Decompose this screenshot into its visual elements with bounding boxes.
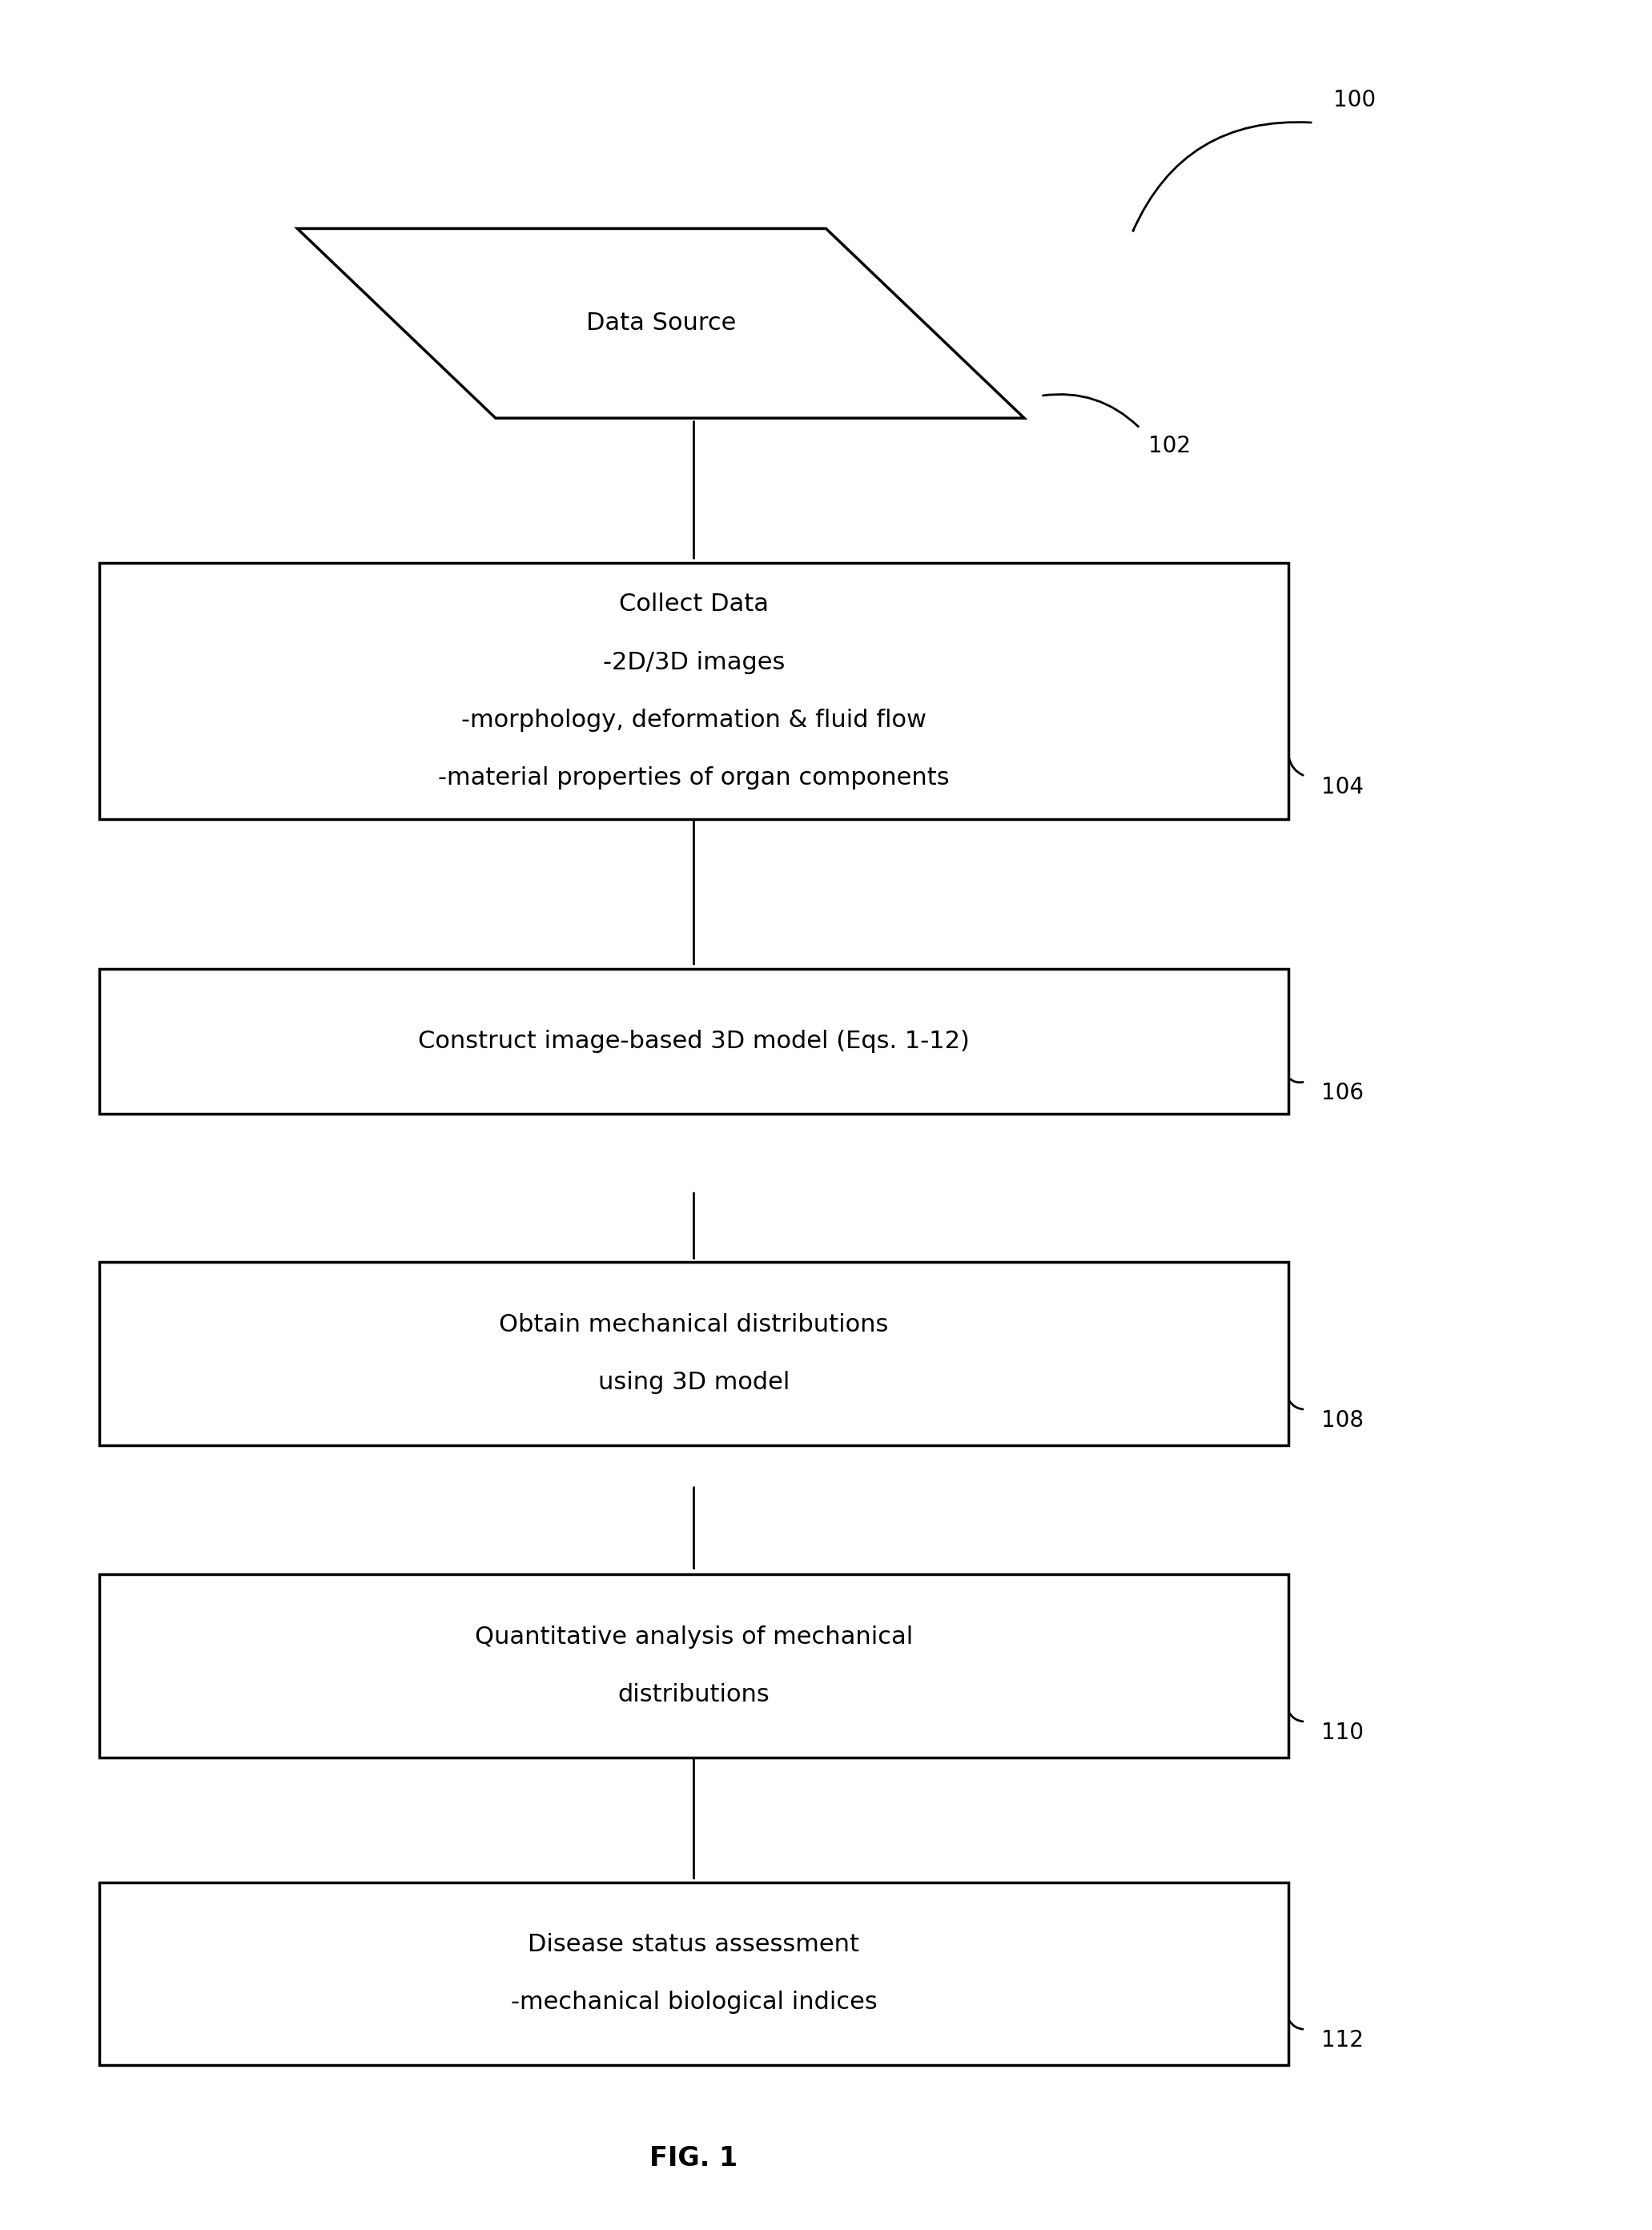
Text: -2D/3D images: -2D/3D images — [603, 651, 785, 673]
Text: -morphology, deformation & fluid flow: -morphology, deformation & fluid flow — [461, 709, 927, 731]
Text: Data Source: Data Source — [586, 312, 735, 334]
Text: 106: 106 — [1322, 1082, 1365, 1104]
FancyBboxPatch shape — [99, 1882, 1289, 2065]
Text: 104: 104 — [1322, 776, 1365, 798]
Text: Collect Data: Collect Data — [620, 593, 768, 615]
Text: 112: 112 — [1322, 2029, 1365, 2052]
Text: Quantitative analysis of mechanical: Quantitative analysis of mechanical — [474, 1626, 914, 1648]
Text: using 3D model: using 3D model — [598, 1371, 790, 1394]
Text: 100: 100 — [1333, 89, 1376, 112]
FancyBboxPatch shape — [99, 1262, 1289, 1445]
Polygon shape — [297, 230, 1024, 419]
Text: -material properties of organ components: -material properties of organ components — [438, 767, 950, 789]
Text: Obtain mechanical distributions: Obtain mechanical distributions — [499, 1313, 889, 1336]
Text: distributions: distributions — [618, 1684, 770, 1706]
Text: Disease status assessment: Disease status assessment — [529, 1933, 859, 1956]
Text: 110: 110 — [1322, 1722, 1365, 1744]
Text: 108: 108 — [1322, 1409, 1365, 1432]
FancyBboxPatch shape — [99, 564, 1289, 821]
FancyBboxPatch shape — [99, 1574, 1289, 1757]
Text: FIG. 1: FIG. 1 — [649, 2145, 738, 2172]
Text: 102: 102 — [1148, 435, 1191, 457]
Text: -mechanical biological indices: -mechanical biological indices — [510, 1991, 877, 2014]
FancyBboxPatch shape — [99, 968, 1289, 1113]
Text: Construct image-based 3D model (Eqs. 1-12): Construct image-based 3D model (Eqs. 1-1… — [418, 1030, 970, 1053]
